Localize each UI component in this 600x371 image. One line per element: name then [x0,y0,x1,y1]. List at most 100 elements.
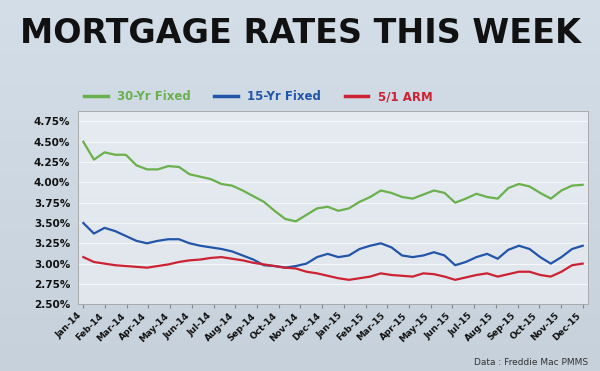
5/1 ARM [420,271,427,276]
30-Yr Fixed [112,152,119,157]
5/1 ARM [292,266,299,271]
30-Yr Fixed [186,172,193,177]
Line: 30-Yr Fixed: 30-Yr Fixed [83,142,583,221]
15-Yr Fixed [398,253,406,258]
5/1 ARM [494,275,501,279]
30-Yr Fixed [197,174,204,179]
30-Yr Fixed [473,191,480,196]
5/1 ARM [165,262,172,267]
5/1 ARM [281,265,289,270]
15-Yr Fixed [101,226,108,230]
15-Yr Fixed [547,262,554,266]
15-Yr Fixed [462,260,469,264]
30-Yr Fixed [229,183,236,188]
15-Yr Fixed [526,247,533,251]
5/1 ARM [356,276,363,280]
5/1 ARM [239,258,246,263]
5/1 ARM [101,262,108,266]
5/1 ARM [388,273,395,277]
5/1 ARM [346,278,353,282]
5/1 ARM [377,271,385,276]
15-Yr Fixed [239,253,246,258]
30-Yr Fixed [122,152,130,157]
5/1 ARM [80,255,87,259]
15-Yr Fixed [505,247,512,252]
30-Yr Fixed [515,182,523,186]
30-Yr Fixed [388,191,395,195]
5/1 ARM [462,275,469,280]
30-Yr Fixed [271,209,278,213]
15-Yr Fixed [484,252,491,256]
5/1 ARM [122,264,130,268]
5/1 ARM [154,264,161,268]
30-Yr Fixed [324,204,331,209]
30-Yr Fixed [452,200,459,205]
30-Yr Fixed [398,195,406,199]
30-Yr Fixed [133,163,140,168]
15-Yr Fixed [324,252,331,256]
5/1 ARM [271,264,278,268]
15-Yr Fixed [420,253,427,258]
5/1 ARM [218,255,225,259]
5/1 ARM [367,275,374,279]
5/1 ARM [473,273,480,277]
30-Yr Fixed [420,192,427,197]
5/1 ARM [398,273,406,278]
15-Yr Fixed [494,256,501,261]
15-Yr Fixed [207,245,214,250]
30-Yr Fixed [505,186,512,190]
30-Yr Fixed [143,167,151,172]
30-Yr Fixed [175,165,182,169]
15-Yr Fixed [133,239,140,243]
30-Yr Fixed [536,191,544,195]
5/1 ARM [536,273,544,277]
15-Yr Fixed [197,243,204,248]
5/1 ARM [175,260,182,264]
15-Yr Fixed [335,255,342,259]
30-Yr Fixed [239,188,246,193]
15-Yr Fixed [473,255,480,259]
30-Yr Fixed [367,195,374,199]
15-Yr Fixed [80,221,87,225]
15-Yr Fixed [229,249,236,254]
15-Yr Fixed [260,263,268,267]
30-Yr Fixed [154,167,161,172]
5/1 ARM [229,256,236,261]
30-Yr Fixed [250,194,257,198]
30-Yr Fixed [409,196,416,201]
30-Yr Fixed [207,177,214,181]
5/1 ARM [558,269,565,274]
5/1 ARM [303,269,310,274]
30-Yr Fixed [281,217,289,221]
15-Yr Fixed [218,247,225,251]
15-Yr Fixed [536,255,544,259]
5/1 ARM [441,275,448,279]
30-Yr Fixed [335,209,342,213]
30-Yr Fixed [377,188,385,193]
30-Yr Fixed [165,164,172,168]
15-Yr Fixed [91,232,98,236]
5/1 ARM [260,262,268,267]
15-Yr Fixed [303,262,310,266]
5/1 ARM [547,275,554,279]
30-Yr Fixed [292,219,299,224]
15-Yr Fixed [452,263,459,267]
30-Yr Fixed [568,183,575,188]
5/1 ARM [143,265,151,270]
15-Yr Fixed [165,237,172,242]
FancyBboxPatch shape [78,111,588,304]
5/1 ARM [430,272,437,276]
5/1 ARM [186,258,193,263]
5/1 ARM [409,275,416,279]
5/1 ARM [568,263,575,267]
15-Yr Fixed [430,250,437,255]
30-Yr Fixed [218,182,225,186]
30-Yr Fixed [494,196,501,201]
5/1 ARM [579,262,586,266]
30-Yr Fixed [547,196,554,201]
15-Yr Fixed [356,247,363,251]
15-Yr Fixed [292,264,299,268]
15-Yr Fixed [367,243,374,248]
15-Yr Fixed [558,255,565,259]
30-Yr Fixed [484,195,491,199]
